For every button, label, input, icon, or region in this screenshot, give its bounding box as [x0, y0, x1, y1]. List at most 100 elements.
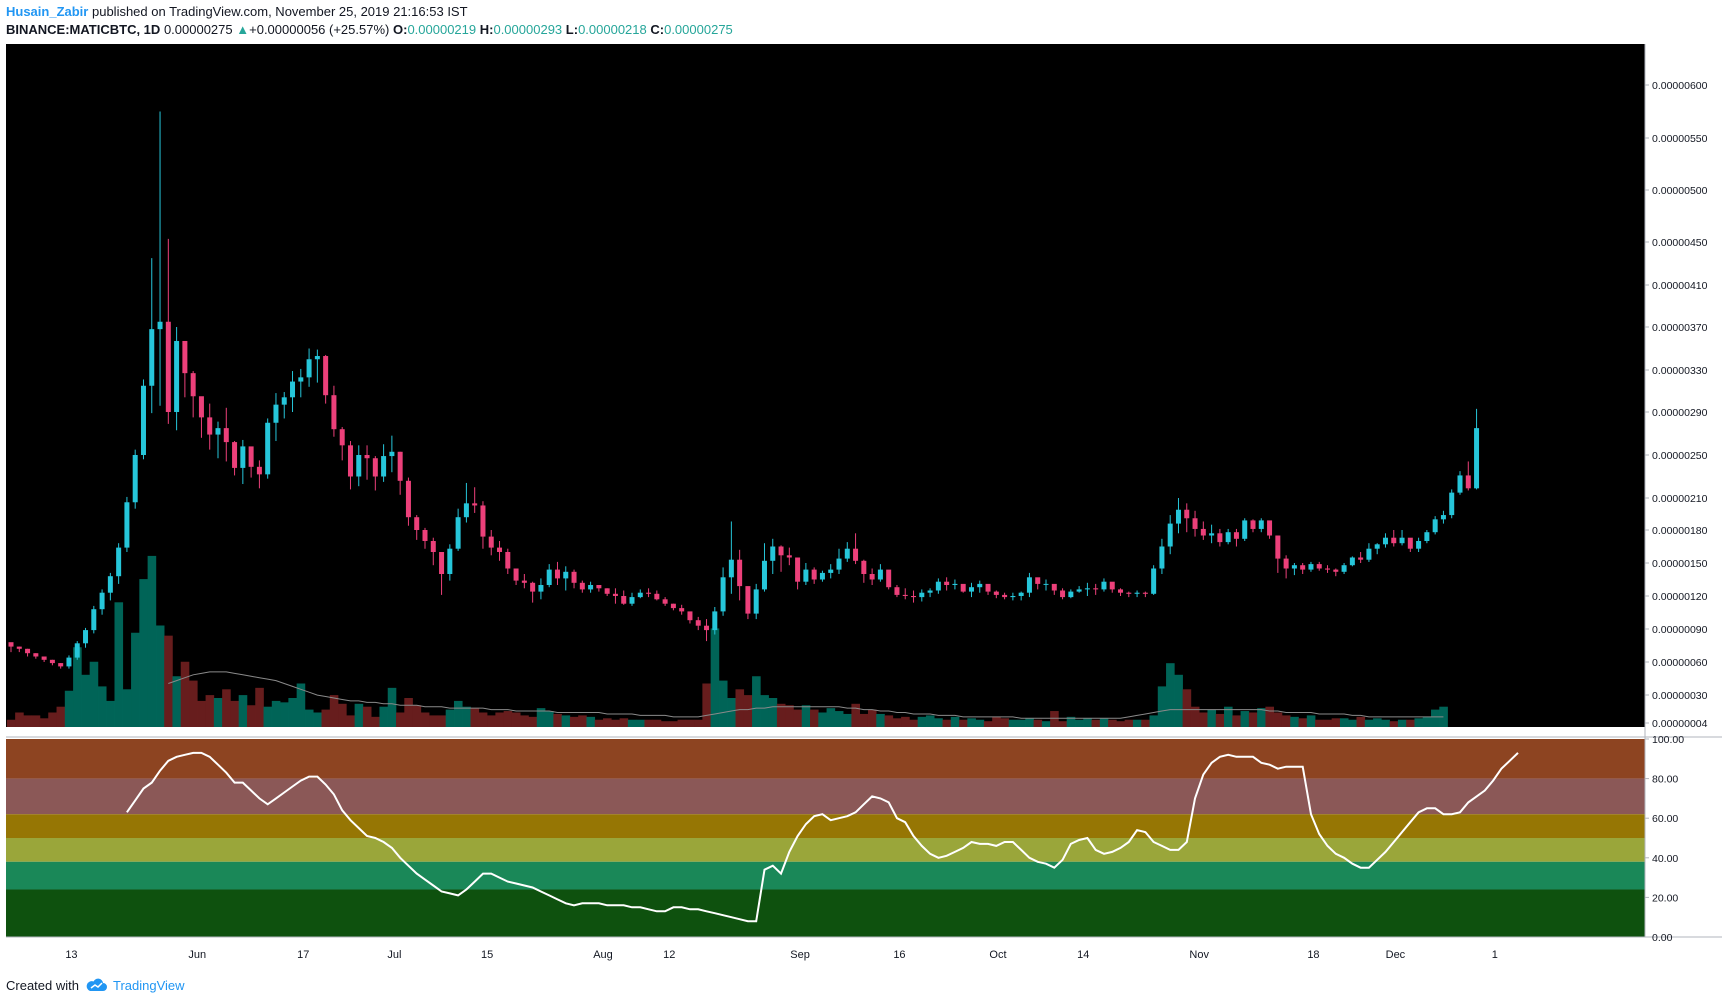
candle[interactable] — [430, 537, 436, 566]
candle[interactable] — [91, 605, 97, 634]
candle[interactable] — [869, 568, 875, 586]
candle[interactable] — [1399, 530, 1405, 546]
candle[interactable] — [1465, 461, 1471, 491]
candle[interactable] — [952, 579, 958, 590]
candle[interactable] — [281, 392, 287, 419]
candle[interactable] — [1267, 520, 1273, 539]
candle[interactable] — [463, 482, 469, 523]
candle[interactable] — [811, 567, 817, 584]
rsi-axis[interactable]: 100.00 80.00 60.00 40.00 20.00 0.00 — [1645, 734, 1684, 944]
candle[interactable] — [935, 578, 941, 594]
candle[interactable] — [621, 590, 627, 605]
candle[interactable] — [480, 501, 486, 549]
candle[interactable] — [753, 583, 759, 620]
candle[interactable] — [670, 603, 676, 611]
candle[interactable] — [894, 585, 900, 598]
candle[interactable] — [761, 543, 767, 592]
candle[interactable] — [554, 561, 560, 585]
candle[interactable] — [83, 627, 89, 648]
candle[interactable] — [861, 559, 867, 583]
candle[interactable] — [968, 582, 974, 598]
candle[interactable] — [165, 238, 171, 424]
candle[interactable] — [1134, 590, 1140, 598]
candle[interactable] — [1051, 583, 1057, 595]
candle[interactable] — [1159, 538, 1165, 574]
candle[interactable] — [1068, 589, 1074, 599]
candle[interactable] — [1184, 503, 1190, 533]
candle[interactable] — [198, 396, 204, 438]
candle[interactable] — [993, 590, 999, 599]
candle[interactable] — [1358, 552, 1364, 563]
candle[interactable] — [604, 588, 610, 596]
candle[interactable] — [422, 527, 428, 549]
candle[interactable] — [447, 544, 453, 581]
candle[interactable] — [41, 656, 47, 663]
candle[interactable] — [397, 451, 403, 495]
candle[interactable] — [33, 653, 39, 659]
candle[interactable] — [1200, 521, 1206, 540]
candle[interactable] — [389, 435, 395, 473]
candle[interactable] — [745, 586, 751, 620]
candle[interactable] — [347, 441, 353, 490]
candle[interactable] — [819, 570, 825, 582]
candle[interactable] — [174, 327, 180, 431]
candle[interactable] — [25, 648, 31, 657]
candle[interactable] — [911, 590, 917, 603]
candle[interactable] — [190, 371, 196, 418]
candle[interactable] — [223, 407, 229, 462]
candle[interactable] — [646, 588, 652, 598]
candle[interactable] — [1374, 543, 1380, 555]
candle[interactable] — [546, 564, 552, 588]
candle[interactable] — [140, 379, 146, 460]
candle[interactable] — [828, 564, 834, 579]
candle[interactable] — [323, 354, 329, 404]
author-link[interactable]: Husain_Zabir — [6, 4, 89, 19]
candle[interactable] — [629, 592, 635, 606]
candle[interactable] — [538, 578, 544, 600]
candle[interactable] — [1060, 588, 1066, 600]
candle[interactable] — [1175, 498, 1181, 534]
time-axis[interactable]: 13 Jun 17 Jul 15 Aug 12 Sep 16 Oct 14 Nov 18 Dec 1 — [65, 949, 1498, 961]
candle[interactable] — [513, 568, 519, 586]
candle[interactable] — [215, 421, 221, 459]
candle[interactable] — [1233, 528, 1239, 547]
candle[interactable] — [1035, 577, 1041, 590]
candle[interactable] — [58, 663, 64, 669]
candle[interactable] — [455, 508, 461, 551]
candle[interactable] — [8, 642, 14, 653]
candle[interactable] — [521, 574, 527, 589]
candle[interactable] — [99, 589, 105, 615]
candle[interactable] — [124, 496, 130, 552]
candle[interactable] — [1349, 556, 1355, 567]
candle[interactable] — [588, 581, 594, 593]
candle[interactable] — [778, 545, 784, 572]
candle[interactable] — [1118, 588, 1124, 596]
candle[interactable] — [1457, 471, 1463, 495]
candle[interactable] — [1449, 489, 1455, 519]
candle[interactable] — [977, 580, 983, 593]
candle[interactable] — [844, 542, 850, 562]
candle[interactable] — [405, 477, 411, 526]
candle[interactable] — [414, 515, 420, 540]
candle[interactable] — [1018, 591, 1024, 601]
candle[interactable] — [339, 427, 345, 461]
candle[interactable] — [1300, 563, 1306, 574]
candle[interactable] — [902, 588, 908, 600]
candle[interactable] — [571, 569, 577, 589]
candle[interactable] — [786, 547, 792, 566]
candle[interactable] — [1217, 528, 1223, 547]
candle[interactable] — [728, 521, 734, 594]
candle[interactable] — [107, 572, 113, 601]
candle[interactable] — [381, 444, 387, 482]
candle[interactable] — [1432, 516, 1438, 535]
candle[interactable] — [919, 589, 925, 602]
candle[interactable] — [712, 607, 718, 635]
candle[interactable] — [314, 349, 320, 383]
candle[interactable] — [737, 549, 743, 601]
candle[interactable] — [1242, 518, 1248, 541]
candle[interactable] — [637, 589, 643, 599]
candle[interactable] — [265, 418, 271, 479]
candle[interactable] — [687, 611, 693, 624]
tradingview-link[interactable]: TradingView — [113, 978, 185, 993]
candle[interactable] — [66, 655, 72, 669]
